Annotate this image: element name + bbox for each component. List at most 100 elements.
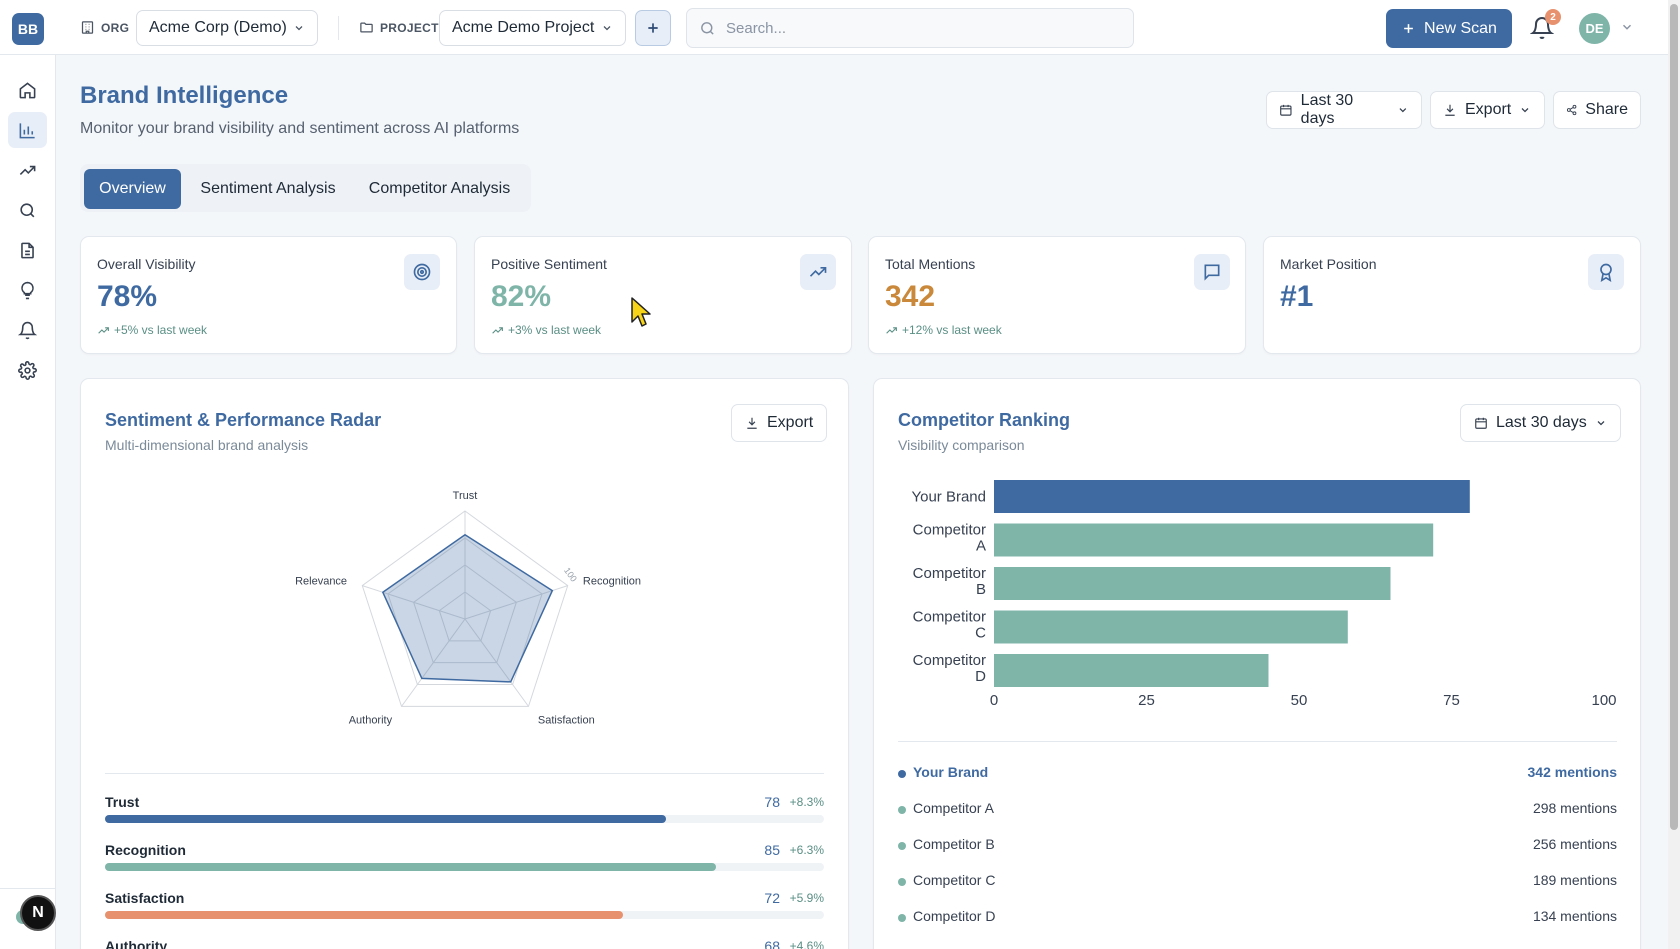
date-range-select[interactable]: Last 30 days xyxy=(1266,91,1422,129)
sidebar-item-alerts[interactable] xyxy=(8,312,47,348)
bar-category-label: D xyxy=(975,668,986,685)
folder-icon xyxy=(360,22,373,33)
stat-icon-box xyxy=(800,254,836,290)
panel-divider xyxy=(105,773,824,774)
stat-value: 82% xyxy=(491,280,552,313)
gear-icon xyxy=(18,360,37,380)
radar-value-area xyxy=(381,533,554,683)
export-dropdown-button[interactable]: Export xyxy=(1430,91,1545,129)
org-select[interactable]: Acme Corp (Demo) xyxy=(136,10,318,46)
scrollbar-thumb[interactable] xyxy=(1670,4,1678,830)
export-label: Export xyxy=(767,414,814,431)
home-icon xyxy=(19,81,36,98)
metric-value: 72 xyxy=(764,890,780,906)
sidebar-item-insights[interactable] xyxy=(8,272,47,308)
view-tabs: Overview Sentiment Analysis Competitor A… xyxy=(80,164,531,212)
project-select-value: Acme Demo Project xyxy=(452,19,595,36)
sidebar-item-reports[interactable] xyxy=(8,232,47,268)
document-icon xyxy=(21,242,34,258)
chevron-down-icon xyxy=(1399,108,1407,113)
project-label-text: PROJECT xyxy=(380,20,439,35)
date-range-label: Last 30 days xyxy=(1496,414,1587,431)
bar xyxy=(994,480,1470,513)
project-select[interactable]: Acme Demo Project xyxy=(439,10,626,46)
bar-category-label: Competitor xyxy=(913,565,986,582)
tab-sentiment-analysis[interactable]: Sentiment Analysis xyxy=(200,180,336,197)
radar-grid-ring xyxy=(413,564,517,664)
legend-row-your-brand: Your Brand 342 mentions xyxy=(898,764,1617,784)
bar xyxy=(994,523,1434,557)
chevron-down-icon[interactable] xyxy=(1620,20,1634,34)
tab-overview[interactable]: Overview xyxy=(84,169,181,209)
bell-icon xyxy=(18,321,37,339)
metric-progress-fill xyxy=(105,911,623,919)
search-box[interactable] xyxy=(686,8,1134,48)
tab-competitor-analysis[interactable]: Competitor Analysis xyxy=(368,180,511,197)
metric-value: 78 xyxy=(764,794,780,810)
x-tick-label: 50 xyxy=(1291,692,1308,709)
x-tick-label: 0 xyxy=(990,692,998,709)
notification-count-badge: 2 xyxy=(1545,9,1561,25)
sidebar-item-trends[interactable] xyxy=(8,152,47,188)
metric-delta: +6.3% xyxy=(789,843,824,857)
ranking-date-range-select[interactable]: Last 30 days xyxy=(1460,404,1621,442)
metric-name: Trust xyxy=(105,794,140,810)
stat-value: 78% xyxy=(97,280,158,313)
radar-scale-label: 100 xyxy=(562,566,579,584)
stat-value: #1 xyxy=(1280,280,1314,313)
n-assistant-button[interactable]: N xyxy=(20,895,56,931)
radar-axis-label: Authority xyxy=(349,714,393,726)
sidebar-item-settings[interactable] xyxy=(8,352,47,388)
legend-row-competitor-b: Competitor B 256 mentions xyxy=(898,836,1617,856)
chevron-down-icon xyxy=(603,26,611,31)
legend-name: Competitor D xyxy=(913,908,996,924)
metric-progress-fill xyxy=(105,863,717,871)
notifications-bell-icon[interactable] xyxy=(1530,16,1554,40)
divider xyxy=(338,16,339,40)
bar-category-label: Competitor xyxy=(913,609,986,626)
competitor-ranking-panel: Competitor Ranking Visibility comparison… xyxy=(873,378,1641,949)
add-project-button[interactable] xyxy=(635,10,671,46)
mouse-cursor-icon xyxy=(631,297,651,327)
radar-axis-label: Satisfaction xyxy=(538,714,595,726)
search-icon xyxy=(701,21,714,35)
sidebar-item-home[interactable] xyxy=(8,72,47,108)
new-scan-button[interactable]: New Scan xyxy=(1386,9,1512,48)
app-logo[interactable]: BB xyxy=(12,13,44,45)
page-title: Brand Intelligence xyxy=(80,82,289,109)
stat-trend-text: +12% vs last week xyxy=(902,323,1002,337)
trending-up-icon xyxy=(886,326,897,334)
legend-dot xyxy=(898,770,906,778)
message-icon xyxy=(1204,264,1220,281)
search-icon xyxy=(20,202,35,217)
stat-trend: +5% vs last week xyxy=(97,323,207,337)
share-icon xyxy=(1566,104,1577,116)
metric-progress-track xyxy=(105,863,824,871)
bar-category-label: Your Brand xyxy=(911,489,986,506)
legend-dot xyxy=(898,842,906,850)
bar-chart-icon xyxy=(19,122,35,138)
radar-axis-label: Trust xyxy=(453,490,478,502)
stat-card-sentiment: Positive Sentiment 82% +3% vs last week xyxy=(474,236,852,354)
page-scrollbar[interactable] xyxy=(1668,0,1680,949)
legend-row-competitor-c: Competitor C 189 mentions xyxy=(898,872,1617,892)
org-select-value: Acme Corp (Demo) xyxy=(149,19,287,36)
org-label-text: ORG xyxy=(101,20,130,35)
sidebar-item-analytics[interactable] xyxy=(8,112,47,148)
user-avatar[interactable]: DE xyxy=(1579,13,1610,44)
stat-icon-box xyxy=(1194,254,1230,290)
legend-count: 256 mentions xyxy=(1532,836,1617,852)
metric-value: 85 xyxy=(764,842,780,858)
legend-dot xyxy=(898,878,906,886)
page-subtitle: Monitor your brand visibility and sentim… xyxy=(80,120,520,137)
sidebar-item-search[interactable] xyxy=(8,192,47,228)
radar-export-button[interactable]: Export xyxy=(731,404,828,442)
legend-count: 342 mentions xyxy=(1527,764,1617,780)
search-input[interactable] xyxy=(726,19,1106,37)
legend-row-competitor-d: Competitor D 134 mentions xyxy=(898,908,1617,928)
sidebar xyxy=(0,55,56,949)
share-button[interactable]: Share xyxy=(1553,91,1641,129)
radar-spoke xyxy=(464,618,529,707)
stat-trend-text: +5% vs last week xyxy=(114,323,208,337)
building-icon xyxy=(81,21,94,34)
